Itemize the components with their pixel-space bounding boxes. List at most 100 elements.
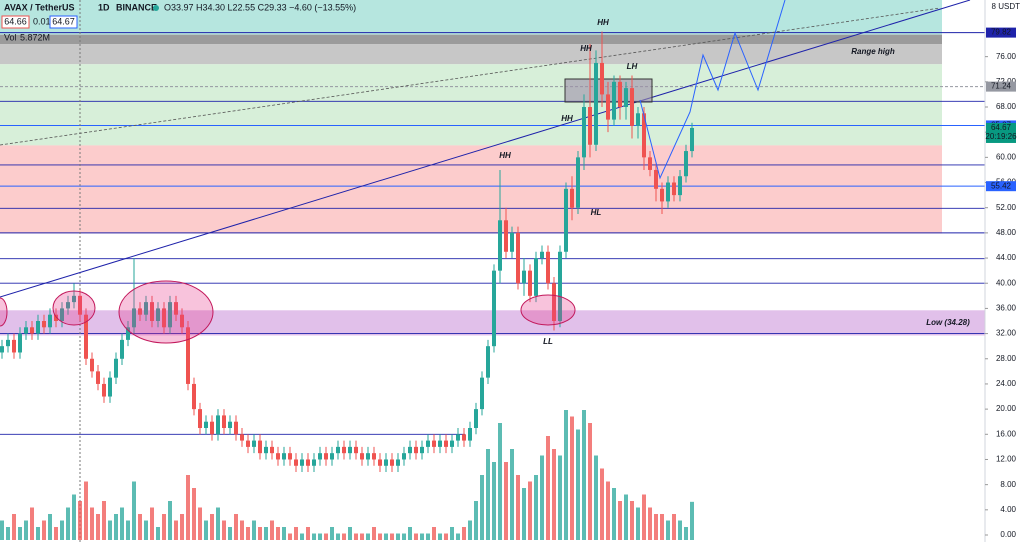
candle-body	[678, 176, 682, 196]
candle-body	[318, 453, 322, 460]
annotation: Low (34.28)	[926, 318, 970, 327]
axis-labels: 0.00 4.00 8.00 12.00 16.00 20.00 24.00 28.00 32.…	[985, 27, 1017, 539]
volume-bar	[648, 507, 652, 540]
volume-bar	[582, 410, 586, 540]
candle-body	[426, 440, 430, 447]
volume-bar	[306, 527, 310, 540]
volume-bar	[420, 533, 424, 540]
volume-bar	[408, 527, 412, 540]
volume-bar	[216, 507, 220, 540]
y-tick-label: 8.00	[1000, 480, 1016, 489]
sell-box[interactable]	[1, 15, 30, 29]
y-tick-label: 4.00	[1000, 505, 1016, 514]
candle-body	[204, 421, 208, 428]
volume-bar	[348, 527, 352, 540]
candle-body	[408, 446, 412, 454]
interval: 1D	[98, 2, 110, 12]
volume-bar	[474, 501, 478, 540]
annotation: HH	[499, 151, 511, 160]
candle-body	[276, 453, 280, 460]
price-label: 79.82	[991, 28, 1012, 37]
volume-bar	[378, 533, 382, 540]
candle-body	[366, 453, 370, 460]
candle-body	[84, 314, 88, 359]
candle-body	[534, 258, 538, 296]
volume-bar	[0, 520, 4, 540]
candle-body	[150, 302, 154, 321]
volume-bar	[120, 507, 124, 540]
candle-body	[528, 270, 532, 296]
volume-bar	[564, 410, 568, 540]
volume-bar	[12, 514, 16, 540]
candle-body	[270, 446, 274, 454]
volume-bar	[60, 520, 64, 540]
annotation: HH	[580, 44, 592, 53]
y-tick-label: 68.00	[996, 102, 1017, 111]
volume-bar	[174, 520, 178, 540]
y-tick-label: 76.00	[996, 52, 1017, 61]
candle-body	[222, 415, 226, 428]
candle-body	[432, 440, 436, 447]
volume-bar	[264, 527, 268, 540]
y-tick-label: 40.00	[996, 278, 1017, 287]
candle-body	[12, 339, 16, 353]
volume-bar	[36, 527, 40, 540]
candle-body	[126, 327, 130, 340]
volume-bar	[144, 520, 148, 540]
price-label-box	[986, 122, 1016, 143]
circle	[520, 294, 576, 326]
candle-body	[90, 358, 94, 372]
volume-bar	[186, 475, 190, 540]
candle-body	[348, 446, 352, 454]
candle-body	[120, 339, 124, 359]
candle-body	[312, 459, 316, 466]
candle-body	[192, 383, 196, 410]
candle-body	[498, 220, 502, 271]
volume-bar	[252, 520, 256, 540]
volume-bar	[546, 436, 550, 540]
candle-body	[0, 346, 4, 353]
zone	[0, 44, 942, 65]
volume-bar	[90, 507, 94, 540]
candle-body	[36, 321, 40, 334]
volume-bar	[444, 533, 448, 540]
volume-bar	[570, 416, 574, 540]
volume-bar	[294, 527, 298, 540]
price-label: 64.67	[991, 123, 1012, 132]
ohlc: O33.97 H34.30 L22.55 C29.33 −4.60 (−13.5…	[164, 2, 356, 12]
volume-bar	[576, 429, 580, 540]
candle-body	[180, 314, 184, 328]
volume-bar	[210, 514, 214, 540]
candle-body	[594, 62, 598, 145]
candle-body	[468, 428, 472, 441]
candle-body	[642, 113, 646, 158]
candle-body	[492, 270, 496, 347]
zone	[0, 64, 942, 146]
annotation: LL	[543, 337, 553, 346]
volume-label: Vol	[4, 32, 17, 42]
buy-box[interactable]	[49, 15, 78, 29]
circle	[0, 297, 8, 327]
volume-bar	[462, 527, 466, 540]
axis-unit: 8 USDT	[992, 2, 1021, 11]
candle-body	[648, 157, 652, 170]
candle-body	[144, 302, 148, 315]
volume-bar	[42, 520, 46, 540]
candle-body	[102, 383, 106, 397]
volume-bar	[654, 514, 658, 540]
volume-bar	[438, 533, 442, 540]
volume-bar	[468, 520, 472, 540]
spread: 0.01	[33, 16, 51, 26]
candle-body	[612, 81, 616, 120]
volume-bar	[54, 527, 58, 540]
volume-bar	[426, 533, 430, 540]
price-label-box	[986, 181, 1016, 192]
candle-body	[474, 409, 478, 428]
candle-body	[108, 377, 112, 397]
volume-bar	[552, 449, 556, 540]
exchange: BINANCE	[116, 2, 157, 12]
y-tick-label: 32.00	[996, 329, 1017, 338]
price-label-box	[986, 27, 1016, 38]
